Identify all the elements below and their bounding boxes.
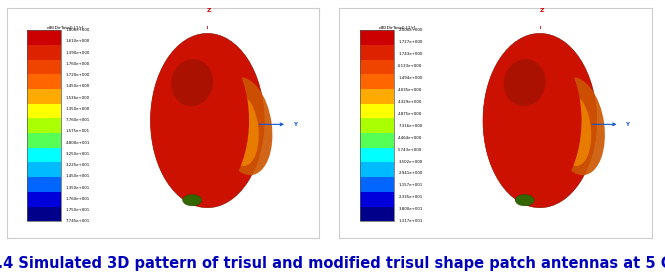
Text: 5.743e+000: 5.743e+000	[398, 148, 422, 152]
Text: 3.225e+001: 3.225e+001	[66, 163, 90, 167]
Ellipse shape	[551, 77, 605, 175]
Text: 1.750e+001: 1.750e+001	[66, 208, 90, 212]
Text: 1.317e+001: 1.317e+001	[398, 219, 423, 223]
Text: 1.760e+000: 1.760e+000	[66, 62, 90, 66]
Bar	[27, 177, 61, 192]
Ellipse shape	[504, 59, 545, 106]
Bar	[27, 30, 61, 221]
Text: 3.502e+000: 3.502e+000	[398, 159, 422, 164]
Text: 3.250e+001: 3.250e+001	[66, 152, 90, 156]
Text: 1.536e+000: 1.536e+000	[66, 96, 90, 99]
Text: 1.743e+000: 1.743e+000	[398, 52, 423, 56]
Bar	[360, 148, 394, 162]
Text: 6.133e+000: 6.133e+000	[398, 64, 422, 68]
Bar	[27, 89, 61, 104]
Text: 1.494e+000: 1.494e+000	[398, 76, 423, 80]
Text: 2.335e+001: 2.335e+001	[398, 195, 422, 199]
Text: dB(DirTotal) [1/r]: dB(DirTotal) [1/r]	[47, 25, 83, 29]
Text: 4.800e+001: 4.800e+001	[66, 141, 90, 145]
Bar	[27, 118, 61, 133]
Text: 1.727e+000: 1.727e+000	[398, 40, 423, 44]
Text: 2.941e+000: 2.941e+000	[398, 172, 423, 175]
Text: 4.329e+000: 4.329e+000	[398, 100, 423, 104]
Bar	[360, 59, 394, 74]
Text: 1.350e+000: 1.350e+000	[66, 107, 90, 111]
Ellipse shape	[483, 33, 597, 208]
Ellipse shape	[183, 195, 201, 206]
Text: Y: Y	[625, 122, 629, 127]
Bar	[360, 74, 394, 89]
Text: 1.450e+001: 1.450e+001	[66, 174, 90, 178]
Ellipse shape	[172, 59, 213, 106]
Ellipse shape	[515, 195, 534, 206]
Bar	[27, 207, 61, 221]
Text: 1.610e+000: 1.610e+000	[66, 39, 90, 43]
Text: 3.800e+001: 3.800e+001	[398, 207, 423, 211]
Text: 4.035e+000: 4.035e+000	[398, 88, 422, 92]
Bar	[360, 45, 394, 59]
Text: 7.760e+001: 7.760e+001	[66, 118, 90, 122]
Bar	[27, 59, 61, 74]
Ellipse shape	[164, 60, 212, 113]
Text: dB(DirTotal) [1/r]: dB(DirTotal) [1/r]	[379, 25, 416, 29]
Text: 1.390e+000: 1.390e+000	[66, 51, 90, 55]
Bar	[360, 89, 394, 104]
Bar	[360, 30, 394, 45]
Ellipse shape	[483, 39, 581, 202]
Text: Z: Z	[207, 7, 211, 13]
Bar	[360, 177, 394, 192]
Text: 1.450e+000: 1.450e+000	[66, 84, 90, 88]
Bar	[360, 118, 394, 133]
Text: 1.800e+000: 1.800e+000	[66, 28, 90, 32]
Ellipse shape	[150, 33, 264, 208]
Bar	[27, 104, 61, 118]
Text: 4.875e+000: 4.875e+000	[398, 112, 422, 116]
Text: 1.157e+001: 1.157e+001	[398, 183, 422, 187]
Text: Y: Y	[293, 122, 297, 127]
Text: 7.316e+000: 7.316e+000	[398, 124, 422, 128]
Bar	[27, 45, 61, 59]
Bar	[27, 148, 61, 162]
Text: Fig.4 Simulated 3D pattern of trisul and modified trisul shape patch antennas at: Fig.4 Simulated 3D pattern of trisul and…	[0, 256, 665, 271]
Ellipse shape	[557, 94, 591, 166]
Ellipse shape	[497, 60, 545, 113]
Bar	[27, 133, 61, 148]
Ellipse shape	[224, 94, 259, 166]
Text: 2.000e+000: 2.000e+000	[398, 28, 423, 32]
Bar	[27, 30, 61, 45]
Bar	[27, 162, 61, 177]
Text: 1.760e+001: 1.760e+001	[66, 197, 90, 201]
Ellipse shape	[218, 77, 273, 175]
Bar	[360, 133, 394, 148]
Ellipse shape	[150, 39, 249, 202]
Bar	[360, 30, 394, 221]
Text: 1.720e+000: 1.720e+000	[66, 73, 90, 77]
Bar	[360, 162, 394, 177]
Bar	[360, 192, 394, 207]
Bar	[360, 207, 394, 221]
Text: 7.745e+001: 7.745e+001	[66, 219, 90, 223]
Text: 1.575e+001: 1.575e+001	[66, 129, 90, 133]
Text: 1.350e+001: 1.350e+001	[66, 185, 90, 190]
Text: 4.464e+000: 4.464e+000	[398, 136, 422, 140]
Bar	[360, 104, 394, 118]
Bar	[27, 192, 61, 207]
Text: Z: Z	[539, 7, 544, 13]
Bar	[27, 74, 61, 89]
